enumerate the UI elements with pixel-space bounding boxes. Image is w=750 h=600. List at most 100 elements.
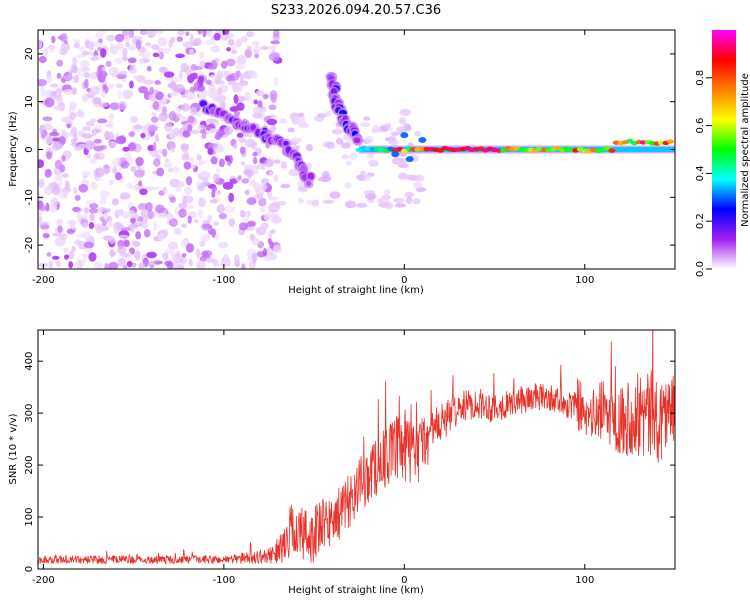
- noise-blob: [56, 72, 62, 79]
- noise-blob: [255, 164, 263, 170]
- noise-blob: [368, 159, 379, 168]
- noise-blob: [153, 158, 161, 167]
- noise-blob: [258, 197, 267, 207]
- noise-blob: [211, 189, 216, 199]
- noise-blob: [176, 36, 183, 42]
- noise-blob: [270, 229, 276, 234]
- noise-blob: [73, 186, 78, 195]
- noise-blob: [280, 183, 291, 189]
- snr-y-tick-label: 300: [24, 404, 35, 423]
- noise-blob: [168, 110, 177, 121]
- noise-blob: [240, 161, 246, 166]
- noise-blob: [137, 202, 148, 211]
- noise-blob: [191, 72, 198, 80]
- noise-blob: [96, 70, 108, 79]
- noise-blob: [150, 150, 159, 158]
- noise-blob: [43, 135, 53, 145]
- noise-blob: [279, 118, 288, 124]
- noise-blob: [73, 74, 80, 84]
- noise-blob: [82, 66, 90, 72]
- noise-blob: [83, 241, 95, 249]
- noise-blob: [139, 188, 148, 196]
- noise-blob: [117, 101, 127, 111]
- carrier-segment: [608, 148, 616, 153]
- noise-blob: [42, 116, 53, 122]
- noise-blob: [120, 192, 131, 200]
- noise-blob: [51, 35, 56, 44]
- noise-blob: [98, 38, 103, 44]
- colorbar-tick-label: 0.2: [695, 213, 706, 229]
- noise-blob: [40, 86, 46, 97]
- noise-blob: [200, 234, 211, 243]
- noise-blob: [154, 133, 160, 143]
- noise-blob: [54, 159, 63, 170]
- noise-blob: [148, 93, 157, 102]
- noise-blob: [108, 83, 115, 89]
- noise-blob: [239, 73, 244, 84]
- noise-blob: [52, 104, 64, 111]
- noise-blob: [65, 180, 70, 190]
- noise-blob: [139, 221, 149, 229]
- noise-blob: [135, 39, 142, 50]
- noise-blob: [132, 184, 141, 191]
- noise-blob: [167, 167, 174, 173]
- noise-blob: [143, 229, 151, 238]
- noise-blob: [161, 96, 167, 106]
- noise-blob: [122, 211, 131, 217]
- noise-blob: [228, 155, 233, 164]
- noise-blob: [208, 64, 215, 71]
- noise-blob: [270, 123, 277, 133]
- noise-blob: [311, 199, 320, 207]
- spectrogram-x-tick-label: -200: [32, 275, 55, 286]
- noise-blob: [220, 60, 228, 69]
- noise-blob: [290, 137, 302, 144]
- noise-blob: [71, 245, 76, 253]
- noise-blob: [93, 138, 102, 144]
- noise-blob: [222, 30, 230, 35]
- noise-blob: [344, 200, 357, 209]
- noise-blob: [95, 167, 105, 178]
- noise-blob: [153, 30, 165, 34]
- noise-blob: [68, 71, 73, 79]
- noise-blob: [181, 103, 190, 112]
- noise-blob: [334, 127, 342, 135]
- spectrogram-y-tick-label: 0: [24, 146, 35, 152]
- noise-blob: [104, 131, 115, 141]
- noise-blob: [128, 131, 135, 137]
- noise-blob: [81, 231, 91, 240]
- noise-blob: [218, 212, 227, 220]
- noise-blob: [272, 244, 282, 254]
- noise-blob: [46, 251, 52, 257]
- noise-blob: [162, 106, 167, 114]
- noise-blob: [414, 174, 425, 182]
- noise-blob: [136, 75, 146, 83]
- noise-blob: [91, 97, 102, 105]
- noise-blob: [157, 37, 168, 47]
- noise-blob: [255, 89, 265, 97]
- noise-blob: [297, 197, 304, 204]
- noise-blob: [251, 71, 258, 79]
- noise-blob: [132, 241, 141, 247]
- spectrogram-y-label: Frequency (Hz): [8, 111, 19, 187]
- noise-blob: [412, 198, 421, 205]
- noise-blob: [240, 35, 248, 43]
- noise-blob: [146, 65, 152, 72]
- noise-blob: [69, 112, 77, 120]
- noise-blob: [111, 198, 119, 206]
- noise-blob: [215, 94, 227, 103]
- noise-blob: [395, 203, 407, 208]
- noise-blob: [214, 233, 220, 241]
- noise-blob: [171, 76, 182, 83]
- noise-blob: [183, 161, 192, 170]
- noise-blob: [268, 52, 280, 62]
- noise-blob: [345, 160, 352, 166]
- noise-blob: [38, 210, 43, 218]
- noise-blob: [128, 210, 136, 219]
- noise-blob: [140, 30, 148, 35]
- noise-blob: [236, 55, 247, 65]
- noise-blob: [81, 133, 93, 139]
- noise-blob: [267, 196, 278, 201]
- noise-blob: [83, 207, 89, 214]
- noise-blob: [177, 30, 185, 36]
- noise-blob: [72, 56, 78, 65]
